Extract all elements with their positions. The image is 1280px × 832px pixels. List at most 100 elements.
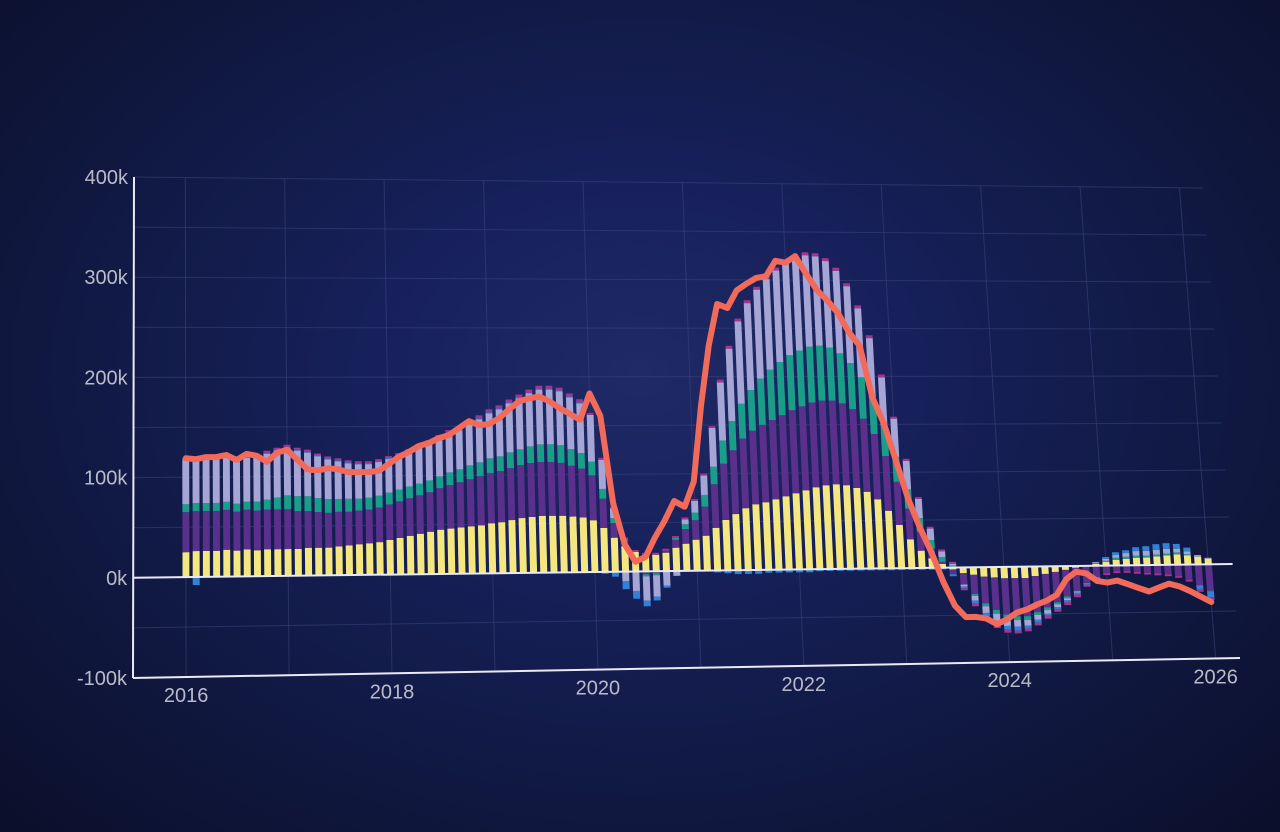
- bar-teal: [1034, 612, 1042, 615]
- bar-lavender: [1183, 551, 1191, 555]
- bar-lavender: [1014, 620, 1022, 627]
- bar-purple: [212, 510, 220, 551]
- bar-teal: [836, 353, 846, 404]
- bar-magenta: [716, 379, 724, 383]
- bar-purple: [870, 434, 882, 500]
- bar-blue: [314, 455, 321, 457]
- bar-purple: [324, 512, 333, 548]
- bar-lavender: [465, 424, 474, 466]
- bar-yellow: [223, 549, 231, 577]
- bar-purple: [681, 529, 690, 544]
- x-tick-label: 2024: [987, 670, 1032, 692]
- bar-teal: [476, 462, 484, 477]
- bar-teal: [728, 421, 737, 451]
- bar-lavender: [415, 448, 423, 484]
- bar-teal: [816, 345, 826, 401]
- bar-lavender: [949, 563, 957, 566]
- bar-teal: [982, 603, 990, 607]
- bar-magenta: [1113, 571, 1121, 574]
- bar-teal: [710, 466, 718, 485]
- bar-teal: [526, 446, 535, 464]
- bar-lavender: [960, 584, 968, 587]
- bar-teal: [506, 452, 514, 469]
- bar-lavender: [811, 256, 823, 346]
- bar-teal: [737, 403, 747, 439]
- bar-lavender: [1034, 614, 1042, 620]
- bar-lavender: [243, 457, 251, 502]
- bar-lavender: [926, 528, 935, 541]
- bar-yellow: [792, 493, 803, 570]
- bar-blue: [354, 463, 362, 465]
- x-tick-label: 2020: [576, 678, 621, 700]
- bar-purple: [263, 509, 271, 550]
- bar-purple: [578, 468, 587, 518]
- bar-blue: [1207, 591, 1215, 598]
- bar-yellow: [712, 527, 722, 571]
- bar-blue: [525, 392, 533, 394]
- bar-yellow: [508, 520, 517, 574]
- bar-lavender: [753, 289, 764, 379]
- bar-lavender: [663, 571, 671, 586]
- bar-lavender: [1054, 604, 1062, 608]
- bar-blue: [1142, 546, 1150, 551]
- bar-yellow: [610, 537, 619, 572]
- bar-lavender: [642, 576, 651, 601]
- bar-purple: [1153, 564, 1162, 574]
- bar-purple: [476, 476, 485, 526]
- bar-lavender: [222, 457, 230, 502]
- bar-yellow: [406, 535, 415, 575]
- bar-lavender: [535, 389, 544, 445]
- bar-blue: [485, 412, 493, 414]
- bar-blue: [949, 574, 957, 577]
- bar-purple: [1184, 564, 1193, 580]
- bar-purple: [416, 495, 424, 534]
- bar-magenta: [914, 497, 922, 499]
- bar-teal: [1053, 602, 1061, 605]
- y-tick-label: 0k: [106, 568, 128, 590]
- bar-yellow: [1010, 566, 1019, 579]
- bar-yellow: [885, 510, 895, 569]
- grid-line-h: [133, 226, 1207, 236]
- bar-teal: [701, 494, 709, 507]
- bar-purple: [588, 475, 597, 521]
- bar-teal: [971, 593, 979, 596]
- bar-lavender: [283, 447, 291, 496]
- bar-purple: [436, 488, 445, 530]
- bar-yellow: [822, 485, 834, 570]
- bar-blue: [1044, 613, 1052, 616]
- bar-teal: [691, 512, 699, 521]
- bar-teal: [1044, 607, 1052, 611]
- bar-teal: [1013, 616, 1021, 621]
- bar-magenta: [475, 415, 483, 419]
- bar-blue: [1024, 625, 1032, 629]
- bar-blue: [334, 460, 342, 462]
- bar-yellow: [427, 531, 435, 575]
- bar-magenta: [926, 526, 934, 529]
- bar-purple: [517, 465, 526, 519]
- bar-lavender: [993, 613, 1001, 622]
- bar-teal: [557, 445, 565, 463]
- bar-yellow: [969, 567, 978, 575]
- bar-yellow: [1163, 555, 1171, 565]
- bar-yellow: [284, 549, 292, 576]
- bar-magenta: [971, 603, 979, 607]
- bar-yellow: [1183, 555, 1192, 565]
- bar-lavender: [843, 286, 854, 363]
- bar-blue: [1172, 543, 1180, 549]
- bar-yellow: [1204, 558, 1212, 565]
- bar-magenta: [535, 385, 543, 389]
- bar-magenta: [525, 389, 533, 393]
- bar-purple: [949, 569, 957, 575]
- bar-purple: [778, 415, 790, 497]
- bar-yellow: [447, 528, 456, 574]
- bar-magenta: [495, 405, 503, 409]
- bar-yellow: [1153, 556, 1161, 565]
- bar-lavender: [743, 303, 755, 391]
- bar-teal: [263, 499, 271, 510]
- bar-lavender: [1122, 553, 1130, 557]
- bar-teal: [1207, 590, 1214, 592]
- bar-yellow: [1020, 566, 1029, 579]
- bar-yellow: [304, 547, 313, 576]
- bar-blue: [1004, 625, 1012, 630]
